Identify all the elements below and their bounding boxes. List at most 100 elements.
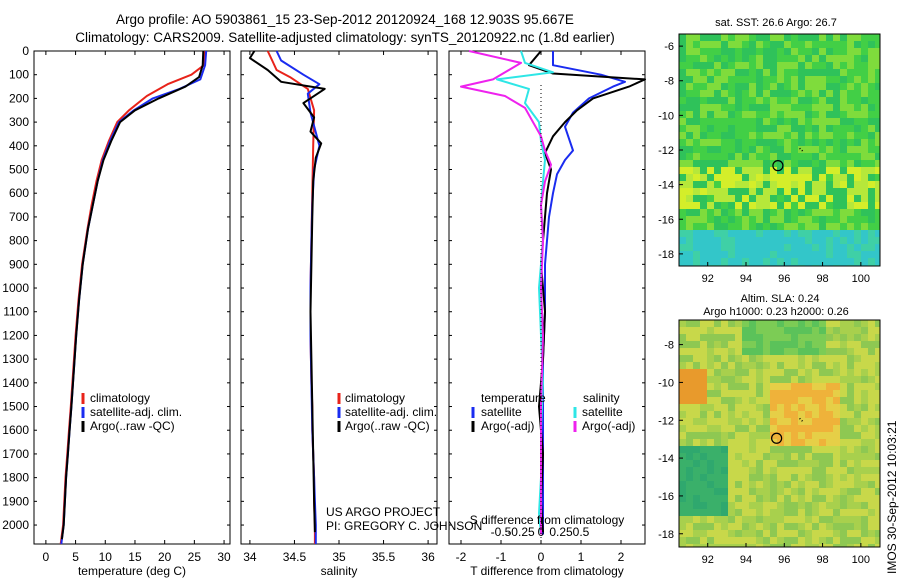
map-cell: [770, 174, 778, 182]
map-cell: [868, 327, 876, 335]
map-cell: [875, 481, 880, 489]
map-cell: [707, 362, 715, 370]
map-cell: [735, 369, 743, 377]
map-cell: [749, 348, 757, 356]
map-cell: [770, 467, 778, 475]
map-cell: [721, 516, 729, 524]
map-cell: [847, 167, 855, 175]
map-cell: [875, 258, 880, 266]
map-cell: [805, 446, 813, 454]
map-cell: [805, 76, 813, 84]
map-cell: [826, 320, 834, 328]
map-cell: [777, 397, 785, 405]
map-cell: [854, 509, 862, 517]
map-cell: [875, 411, 880, 419]
map-cell: [707, 383, 715, 391]
series-line-argo: [60, 50, 205, 540]
map-cell: [854, 404, 862, 412]
map-cell: [840, 355, 848, 363]
map-cell: [749, 41, 757, 49]
map-cell: [819, 146, 827, 154]
map-y-tick-label: -10: [658, 377, 674, 389]
map-cell: [812, 509, 820, 517]
map-cell: [700, 34, 708, 42]
map-cell: [714, 397, 722, 405]
map-cell: [777, 390, 785, 398]
map-cell: [756, 209, 764, 217]
map-cell: [798, 216, 806, 224]
map-cell: [840, 467, 848, 475]
map-cell: [868, 432, 876, 440]
map-cell: [784, 160, 792, 168]
map-cell: [833, 118, 841, 126]
map-cell: [784, 244, 792, 252]
map-cell: [735, 544, 743, 547]
map-cell: [861, 397, 869, 405]
map-cell: [693, 502, 701, 510]
map-cell: [693, 62, 701, 70]
map-cell: [679, 425, 687, 433]
map-cell: [819, 223, 827, 231]
map-cell: [798, 439, 806, 447]
map-cell: [805, 453, 813, 461]
map-cell: [833, 160, 841, 168]
map-cell: [756, 251, 764, 259]
map-cell: [735, 195, 743, 203]
map-cell: [847, 223, 855, 231]
map-cell: [875, 334, 880, 342]
map-cell: [812, 167, 820, 175]
map-cell: [861, 55, 869, 63]
map-cell: [805, 432, 813, 440]
map-cell: [784, 209, 792, 217]
map-cell: [735, 411, 743, 419]
map-cell: [707, 432, 715, 440]
map-cell: [833, 237, 841, 245]
map-cell: [728, 34, 736, 42]
map-cell: [770, 376, 778, 384]
map-cell: [840, 516, 848, 524]
map-cell: [693, 341, 701, 349]
map-cell: [721, 467, 729, 475]
map-cell: [847, 453, 855, 461]
map-cell: [735, 62, 743, 70]
depth-tick-label: 900: [9, 257, 29, 271]
map-cell: [812, 258, 820, 266]
map-cell: [833, 216, 841, 224]
map-cell: [840, 146, 848, 154]
map-cell: [833, 90, 841, 98]
map-cell: [875, 251, 880, 259]
map-cell: [679, 132, 687, 140]
map-cell: [742, 55, 750, 63]
map-cell: [875, 167, 880, 175]
map-cell: [833, 404, 841, 412]
map-cell: [770, 446, 778, 454]
map-cell: [812, 453, 820, 461]
map-cell: [763, 327, 771, 335]
map-cell: [742, 167, 750, 175]
map-cell: [742, 111, 750, 119]
map-cell: [784, 418, 792, 426]
map-cell: [735, 167, 743, 175]
map-cell: [777, 118, 785, 126]
map-cell: [805, 369, 813, 377]
map-cell: [875, 118, 880, 126]
map-cell: [749, 244, 757, 252]
map-cell: [784, 341, 792, 349]
map-cell: [812, 62, 820, 70]
map-cell: [805, 376, 813, 384]
map-cell: [784, 425, 792, 433]
map-cell: [868, 460, 876, 468]
map-cell: [854, 111, 862, 119]
map-cell: [861, 509, 869, 517]
depth-tick-label: 1900: [2, 494, 29, 508]
map-cell: [777, 167, 785, 175]
map-cell: [791, 439, 799, 447]
map-cell: [847, 230, 855, 238]
map-cell: [700, 118, 708, 126]
map-cell: [693, 181, 701, 189]
map-cell: [686, 537, 694, 545]
map-cell: [679, 418, 687, 426]
series-line-sal_argo_diff: [460, 50, 552, 535]
legend-label-argo: Argo(..raw -QC): [345, 419, 430, 433]
map-cell: [763, 55, 771, 63]
